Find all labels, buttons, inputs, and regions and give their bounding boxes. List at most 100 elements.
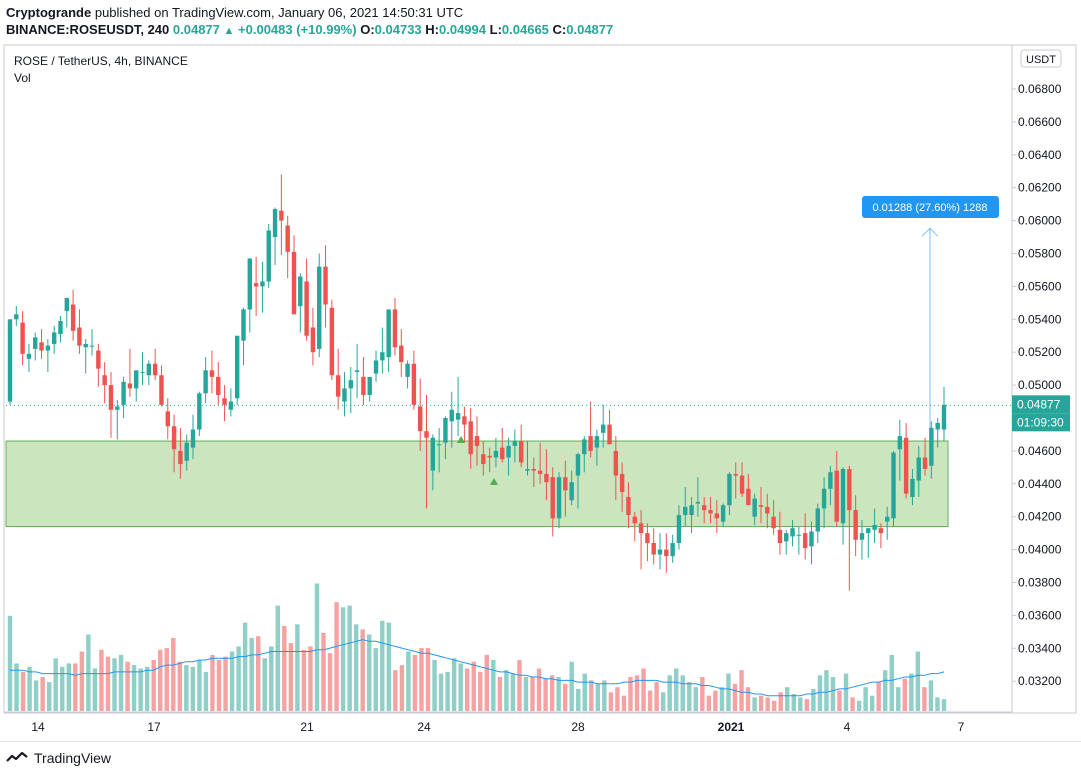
candle-body (518, 441, 524, 463)
volume-bar (386, 622, 392, 711)
candle-body (607, 424, 612, 445)
volume-bar (576, 688, 581, 711)
time-tick-label: 17 (147, 720, 161, 734)
candle-body (367, 376, 372, 395)
volume-bar (288, 643, 294, 711)
volume-bar (53, 658, 58, 711)
volume-bar (798, 697, 803, 711)
volume-bar (46, 682, 52, 711)
candle-body (727, 473, 732, 506)
volume-bar (308, 646, 313, 711)
candle-body (828, 472, 833, 489)
candle-body (178, 450, 183, 465)
candle-body (279, 210, 284, 221)
candle-body (424, 431, 429, 438)
chart-area[interactable]: 0.01288 (27.60%) 1288 0.06800 0.06600 0.06… (0, 41, 1081, 741)
candle-body (481, 454, 486, 465)
candle-body (872, 524, 877, 530)
volume-bar (425, 648, 431, 711)
volume-bar (203, 671, 209, 711)
high-value: 0.04994 (439, 22, 486, 37)
candle-body (329, 307, 335, 376)
publish-line: Cryptogrande published on TradingView.co… (6, 5, 463, 20)
time-tick-label: 24 (417, 720, 431, 734)
chart-frame (3, 44, 1077, 714)
volume-bar (536, 668, 542, 711)
candle-body (443, 418, 448, 443)
candle-body (657, 549, 663, 555)
volume-bar (295, 624, 300, 711)
overlay-layer: 0.01288 (27.60%) 1288 (6, 196, 1012, 485)
volume-bar (660, 692, 666, 711)
volume-bar (432, 660, 437, 711)
candle-body (152, 363, 158, 376)
time-axis[interactable]: 14 17 21 24 28 2021 4 7 (31, 720, 964, 734)
candle-body (209, 370, 215, 377)
price-tick-label: 0.05000 (1018, 378, 1062, 392)
footer: TradingView (0, 741, 1081, 778)
candle-body (102, 375, 107, 386)
volume-bar (118, 654, 124, 711)
candle-body (733, 473, 738, 476)
candle-body (380, 352, 385, 361)
candle-body (701, 505, 707, 511)
volume-bar (138, 668, 143, 711)
candle-body (405, 363, 410, 377)
candle-body (506, 445, 511, 458)
volume-bar (438, 673, 444, 711)
candle-body (222, 398, 227, 405)
candles-layer (7, 174, 947, 591)
candle-body (64, 297, 70, 312)
volume-bar (732, 683, 738, 711)
candle-body (556, 477, 562, 519)
volume-bar (817, 675, 823, 711)
candle-body (550, 477, 555, 519)
candle-body (708, 510, 713, 514)
symbol-interval: BINANCE:ROSEUSDT, 240 (6, 22, 170, 37)
volume-ma-line (10, 639, 945, 697)
candle-body (840, 468, 846, 524)
tradingview-logo[interactable]: TradingView (6, 750, 111, 766)
candle-body (796, 534, 802, 536)
candle-body (14, 314, 19, 320)
volume-bar (14, 663, 19, 711)
volume-bar (680, 675, 685, 711)
price-tick-label: 0.06000 (1018, 214, 1062, 228)
current-price-badge (1012, 395, 1070, 414)
volume-bar (216, 660, 222, 711)
price-tick-label: 0.04200 (1018, 510, 1062, 524)
candle-body (272, 209, 278, 238)
volume-bar (262, 658, 267, 711)
publisher-name[interactable]: Cryptogrande (6, 5, 92, 20)
volume-bar (131, 665, 137, 711)
volume-bar (451, 658, 457, 711)
brand-name: TradingView (34, 750, 112, 766)
volume-bar (830, 677, 836, 711)
candle-body (859, 533, 865, 540)
volume-bar (491, 660, 496, 711)
currency-badge (1020, 49, 1062, 68)
price-chart[interactable]: 0.01288 (27.60%) 1288 0.068000.066000.06… (0, 41, 1081, 741)
price-tick-label: 0.03400 (1018, 641, 1062, 655)
candle-body (342, 388, 347, 402)
volume-bar (745, 687, 751, 711)
signal-triangle-icon (490, 478, 498, 485)
volume-bar (628, 677, 633, 711)
candle-body (304, 281, 309, 336)
volume-bar (517, 660, 522, 711)
volume-bar (889, 654, 894, 711)
volume-bar (367, 634, 372, 711)
candle-body (20, 322, 25, 354)
price-tick-label: 0.03200 (1018, 674, 1062, 688)
price-tick-label: 0.06200 (1018, 181, 1062, 195)
candle-body (203, 370, 208, 394)
close-label: C: (552, 22, 567, 37)
measure-arrowhead-icon (921, 227, 939, 237)
time-tick-label: 14 (31, 720, 45, 734)
volume-bar (399, 665, 405, 711)
price-axis[interactable]: 0.06800 0.06600 0.06400 0.06200 0.06000 0.058… (1012, 49, 1070, 688)
volume-bar (543, 678, 548, 711)
volume-bar (693, 687, 699, 711)
candle-body (664, 549, 669, 557)
volume-bar (412, 654, 418, 711)
